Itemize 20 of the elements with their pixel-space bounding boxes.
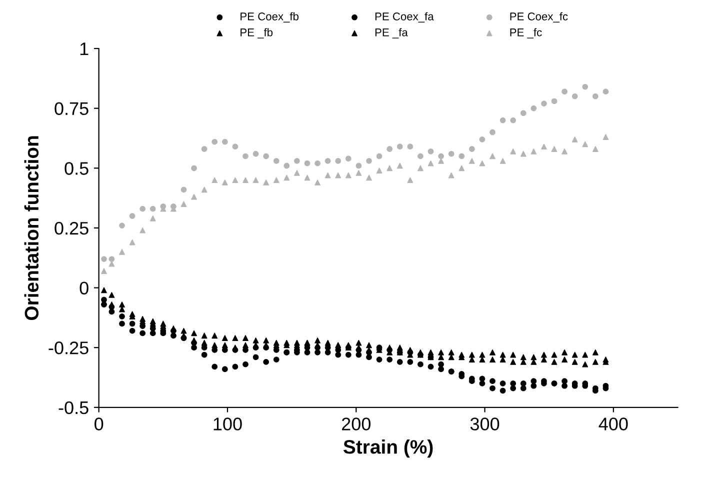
y-tick-label: -0.25 xyxy=(48,342,88,354)
y-tick-label: 1 xyxy=(80,42,88,56)
x-tick-label: 300 xyxy=(470,418,500,430)
y-tick-label: -0.5 xyxy=(58,401,88,414)
y-axis-title: Orientation function xyxy=(24,136,39,320)
legend-label: PE _fc xyxy=(510,28,542,38)
y-tick-label: 0.25 xyxy=(54,222,88,235)
y-tick-label: 0.5 xyxy=(64,162,88,175)
legend-label: PE Coex_fb xyxy=(240,12,298,22)
y-tick-label: 0.75 xyxy=(54,102,88,116)
y-tick-label: 0 xyxy=(80,282,88,294)
x-tick-label: 200 xyxy=(342,418,370,430)
legend-label: PE Coex_fc xyxy=(510,12,568,22)
legend-label: PE _fb xyxy=(240,28,273,38)
x-tick-label: 0 xyxy=(94,418,104,430)
legend-label: PE Coex_fa xyxy=(375,12,434,22)
x-tick-label: 100 xyxy=(214,418,242,430)
x-axis-title: Strain (%) xyxy=(343,440,433,458)
x-tick-label: 400 xyxy=(598,418,628,430)
legend-label: PE _fa xyxy=(375,28,408,38)
